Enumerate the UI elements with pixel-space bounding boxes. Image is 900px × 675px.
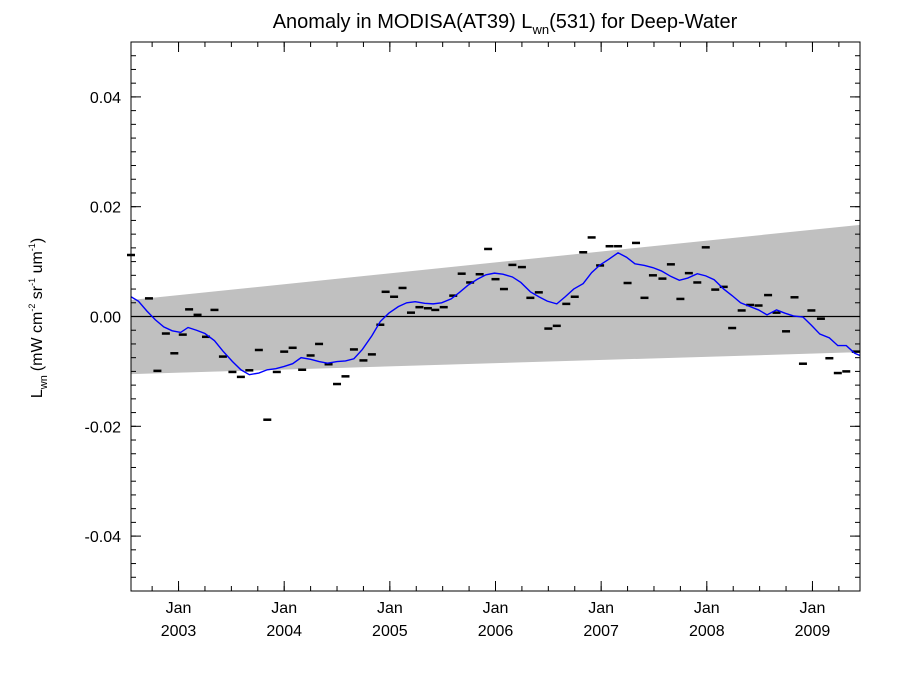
- y-axis-label-units-open: (mW cm: [29, 312, 46, 372]
- x-tick-label-year: 2006: [478, 623, 514, 640]
- y-axis-label-subscript: wn: [38, 375, 50, 390]
- chart-title-subscript: wn: [531, 22, 549, 37]
- x-tick-label-month: Jan: [800, 600, 826, 617]
- y-axis-label-exp-2: -1: [27, 278, 37, 286]
- x-tick-label-month: Jan: [483, 600, 509, 617]
- plot-area: [127, 224, 861, 421]
- axes: -0.04 -0.02 0.00 0.02 0.04 Jan 2003 Jan 2004 Jan 2…: [85, 41, 861, 640]
- y-axis-label-exp-1: -2: [27, 304, 37, 312]
- x-tick-label-year: 2004: [266, 623, 302, 640]
- x-tick-label-month: Jan: [166, 600, 192, 617]
- y-tick-label: 0.02: [90, 200, 121, 217]
- x-tick-label-year: 2008: [689, 623, 725, 640]
- y-tick-label: 0.00: [90, 310, 121, 327]
- y-axis-label-main: L: [29, 389, 46, 398]
- chart-title: Anomaly in MODISA(AT39) Lwn(531) for Dee…: [273, 11, 738, 37]
- x-tick-label-year: 2003: [161, 623, 197, 640]
- y-axis-label-exp-3: -1: [27, 243, 37, 251]
- x-tick-label-month: Jan: [377, 600, 403, 617]
- y-axis-label: Lwn(mW cm-2 sr-1 um-1): [27, 238, 50, 398]
- confidence-band: [131, 224, 860, 375]
- y-axis-label-units-mid: sr: [29, 285, 46, 303]
- x-tick-label-year: 2005: [372, 623, 408, 640]
- smoothed-series-line: [130, 252, 861, 376]
- x-tick-label-month: Jan: [588, 600, 614, 617]
- x-tick-label-month: Jan: [271, 600, 297, 617]
- x-tick-label-month: Jan: [694, 600, 720, 617]
- y-tick-label: -0.02: [85, 419, 122, 436]
- y-axis-label-units-close: ): [29, 238, 46, 243]
- chart-title-prefix: Anomaly in MODISA(AT39) L: [273, 11, 533, 33]
- y-tick-label: -0.04: [85, 529, 122, 546]
- x-tick-label-year: 2007: [583, 623, 619, 640]
- y-axis-label-units-end: um: [29, 251, 46, 278]
- y-tick-label: 0.04: [90, 90, 121, 107]
- x-tick-label-year: 2009: [795, 623, 831, 640]
- chart-title-suffix: (531) for Deep-Water: [549, 11, 738, 33]
